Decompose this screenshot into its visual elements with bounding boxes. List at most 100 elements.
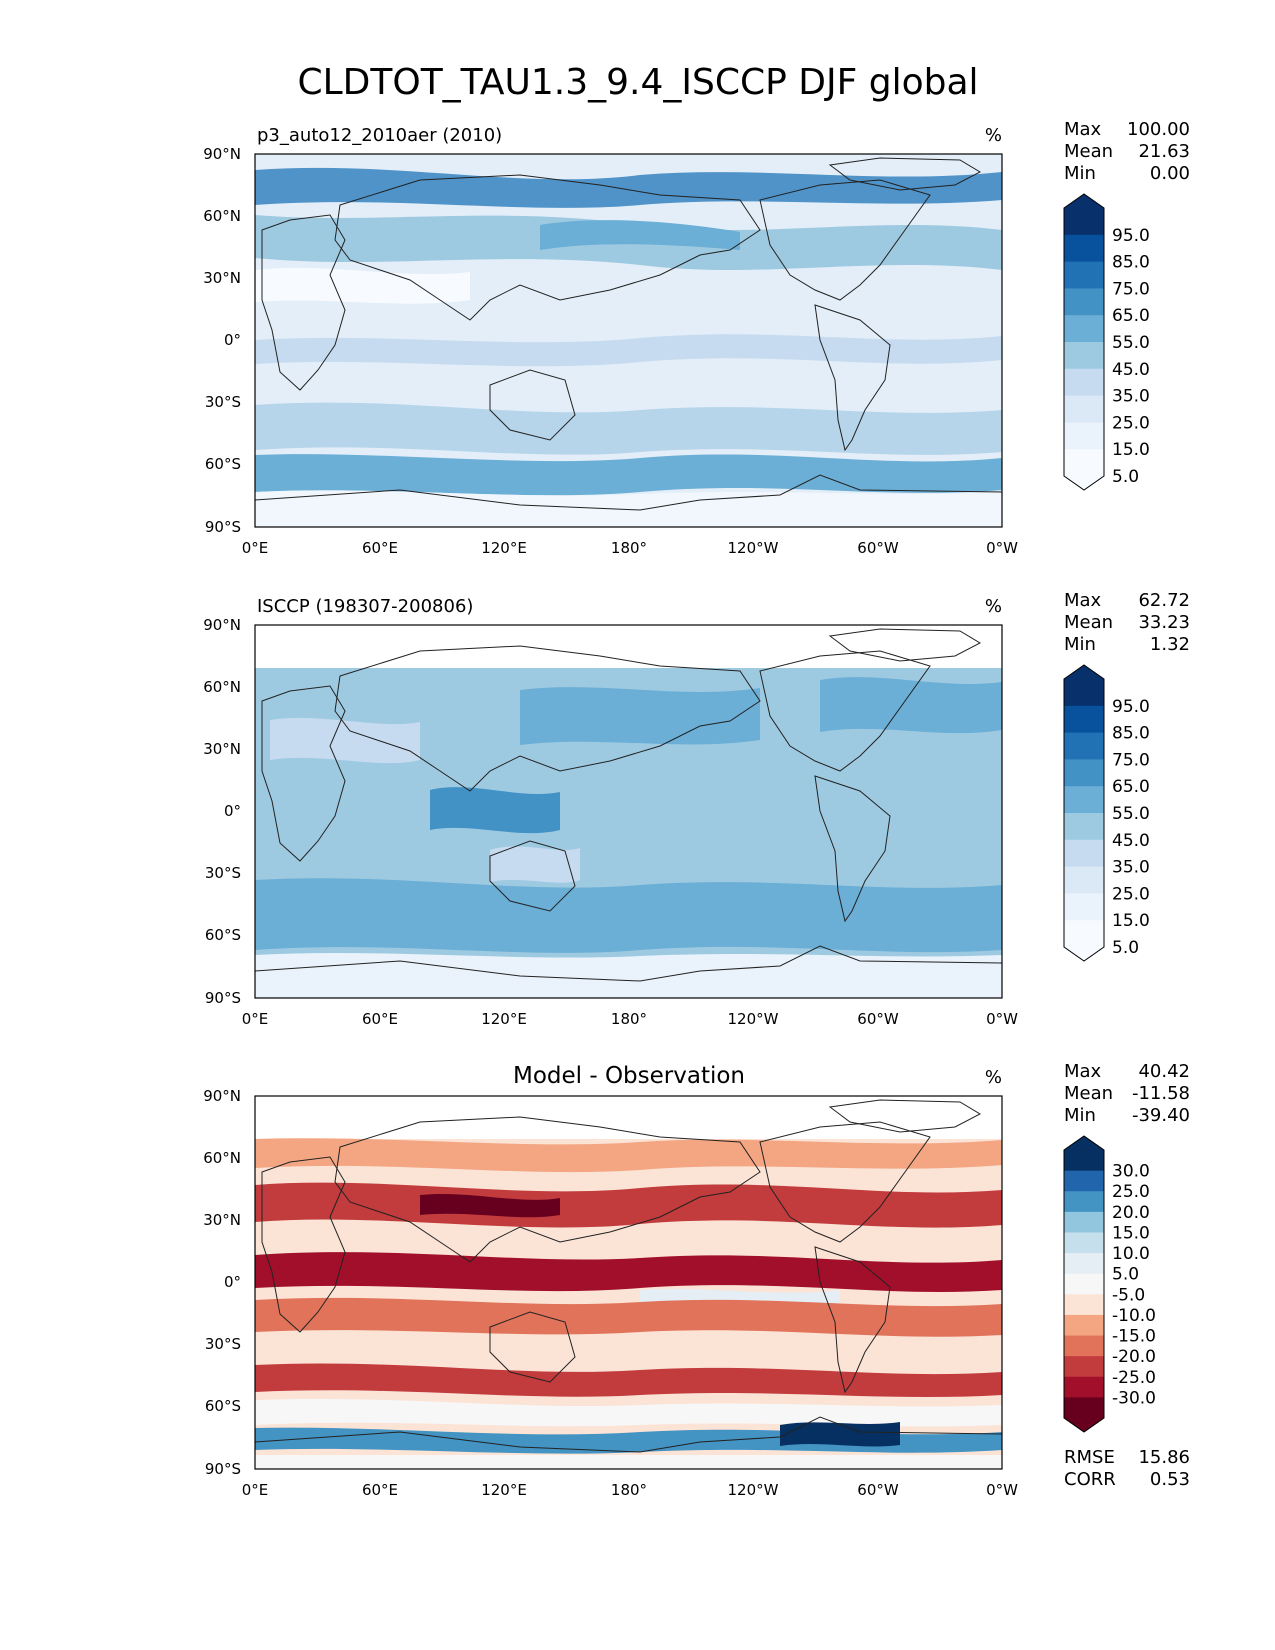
stat-label: Min	[1064, 163, 1096, 184]
colorbar-segment	[1064, 288, 1104, 316]
stat-value: 0.00	[1150, 163, 1190, 184]
clear-subtropics	[255, 267, 470, 304]
y-tick-label: 30°N	[203, 269, 241, 287]
panel-reference: ISCCP (198307-200806) % 90°N 60°N 30	[203, 590, 1190, 1028]
stat-value: 33.23	[1138, 612, 1190, 633]
colorbar-tick-label: 15.0	[1112, 911, 1150, 931]
y-tick-label: 60°S	[205, 455, 241, 473]
colorbar-tick-label: -25.0	[1112, 1368, 1156, 1388]
stats-block: Max 40.42 Mean -11.58 Min -39.40	[1064, 1061, 1190, 1126]
band-maritime	[430, 787, 560, 834]
panel-title: p3_auto12_2010aer (2010)	[257, 125, 502, 146]
stat-label: Mean	[1064, 612, 1113, 633]
band-storm-north	[520, 687, 760, 745]
colorbar-segment	[1064, 839, 1104, 868]
stat-label: Max	[1064, 590, 1102, 611]
y-tick-label: 30°N	[203, 1211, 241, 1229]
colorbar-segment	[1064, 893, 1104, 921]
colorbar-tick-label: -5.0	[1112, 1285, 1145, 1305]
band-pacific-storm	[540, 220, 740, 250]
y-tick-label: 30°S	[205, 1335, 241, 1353]
colorbar-tick-label: 85.0	[1112, 253, 1150, 273]
panel-units: %	[985, 1067, 1002, 1088]
colorbar-segment	[1064, 1232, 1104, 1254]
y-tick-label: 60°S	[205, 1397, 241, 1415]
colorbar-segment	[1064, 1356, 1104, 1378]
colorbar-outline	[1063, 1135, 1105, 1433]
colorbar-extend-bottom	[1064, 947, 1104, 961]
coastlines	[255, 157, 1002, 511]
colorbar-tick-label: 95.0	[1112, 697, 1150, 717]
map-field	[255, 154, 1002, 527]
colorbar-tick-label: 10.0	[1112, 1244, 1150, 1264]
stat-value: 62.72	[1138, 590, 1190, 611]
x-tick-label: 180°	[611, 1481, 647, 1499]
stat-value: -11.58	[1132, 1083, 1190, 1104]
colorbar-extend-bottom	[1064, 1418, 1104, 1432]
y-tick-label: 0°	[224, 802, 241, 820]
colorbar-segment	[1064, 1397, 1104, 1419]
stat-label: Min	[1064, 634, 1096, 655]
metric-value: 15.86	[1138, 1447, 1190, 1468]
colorbar-segment	[1064, 368, 1104, 397]
colorbar-segment	[1064, 1170, 1104, 1192]
plot-frame	[254, 153, 1003, 528]
colorbar-tick-label: 95.0	[1112, 226, 1150, 246]
y-tick-label: 90°S	[205, 518, 241, 536]
colorbar-segment	[1064, 234, 1104, 263]
x-tick-label: 60°W	[857, 539, 899, 557]
y-tick-label: 60°S	[205, 926, 241, 944]
y-tick-label: 0°	[224, 331, 241, 349]
clear-antarctic	[255, 952, 1002, 998]
colorbar-tick-label: -10.0	[1112, 1306, 1156, 1326]
clear-australia	[490, 846, 580, 883]
colorbar-tick-label: 85.0	[1112, 724, 1150, 744]
x-tick-label: 0°W	[986, 1481, 1018, 1499]
x-tick-label: 120°W	[728, 1010, 779, 1028]
colorbar-tick-label: -30.0	[1112, 1388, 1156, 1408]
panel-units: %	[985, 596, 1002, 617]
stat-label: Mean	[1064, 1083, 1113, 1104]
band-south-deficit	[255, 1297, 1002, 1337]
stat-label: Min	[1064, 1105, 1096, 1126]
y-tick-label: 60°N	[203, 207, 241, 225]
missing-data-north	[255, 1096, 1002, 1139]
colorbar: 95.0 85.0 75.0 65.0 55.0 45.0 35.0 25.0 15.0 5.0	[1063, 664, 1150, 962]
y-axis: 90°N 60°N 30°N 0° 30°S 60°S 90°S	[203, 616, 241, 1007]
x-tick-label: 60°W	[857, 1010, 899, 1028]
colorbar-tick-label: 25.0	[1112, 1182, 1150, 1202]
stats-block: Max 62.72 Mean 33.23 Min 1.32	[1064, 590, 1190, 655]
stat-label: Mean	[1064, 141, 1113, 162]
colorbar-segment	[1064, 395, 1104, 423]
stat-value: 40.42	[1138, 1061, 1190, 1082]
x-tick-label: 180°	[611, 1010, 647, 1028]
colorbar-tick-label: 5.0	[1112, 1265, 1139, 1285]
stat-label: Max	[1064, 1061, 1102, 1082]
band-southern-ocean-deficit	[255, 1363, 1002, 1398]
colorbar-segment	[1064, 1335, 1104, 1357]
colorbar-segment	[1064, 1253, 1104, 1275]
clear-antarctic	[255, 490, 1002, 527]
x-tick-label: 120°W	[728, 1481, 779, 1499]
colorbar-segment	[1064, 1376, 1104, 1398]
colorbar-tick-label: 65.0	[1112, 777, 1150, 797]
colorbar-segment	[1064, 422, 1104, 450]
colorbar-segment	[1064, 813, 1104, 841]
band-south-midlat	[255, 402, 1002, 455]
colorbar-segment	[1064, 1294, 1104, 1316]
x-tick-label: 0°W	[986, 1010, 1018, 1028]
colorbar-tick-label: 5.0	[1112, 467, 1139, 487]
x-axis: 0°E 60°E 120°E 180° 120°W 60°W 0°W	[242, 1481, 1018, 1499]
colorbar-tick-label: 5.0	[1112, 938, 1139, 958]
y-tick-label: 30°S	[205, 864, 241, 882]
colorbar-segment	[1064, 208, 1104, 236]
stat-label: Max	[1064, 119, 1102, 140]
colorbar-tick-label: 25.0	[1112, 884, 1150, 904]
colorbar-tick-label: -15.0	[1112, 1327, 1156, 1347]
colorbar-tick-label: -20.0	[1112, 1347, 1156, 1367]
band-deep-north	[420, 1193, 560, 1218]
colorbar-segment	[1064, 705, 1104, 734]
x-tick-label: 120°E	[481, 1481, 527, 1499]
x-tick-label: 0°E	[242, 1481, 269, 1499]
y-tick-label: 90°S	[205, 1460, 241, 1478]
